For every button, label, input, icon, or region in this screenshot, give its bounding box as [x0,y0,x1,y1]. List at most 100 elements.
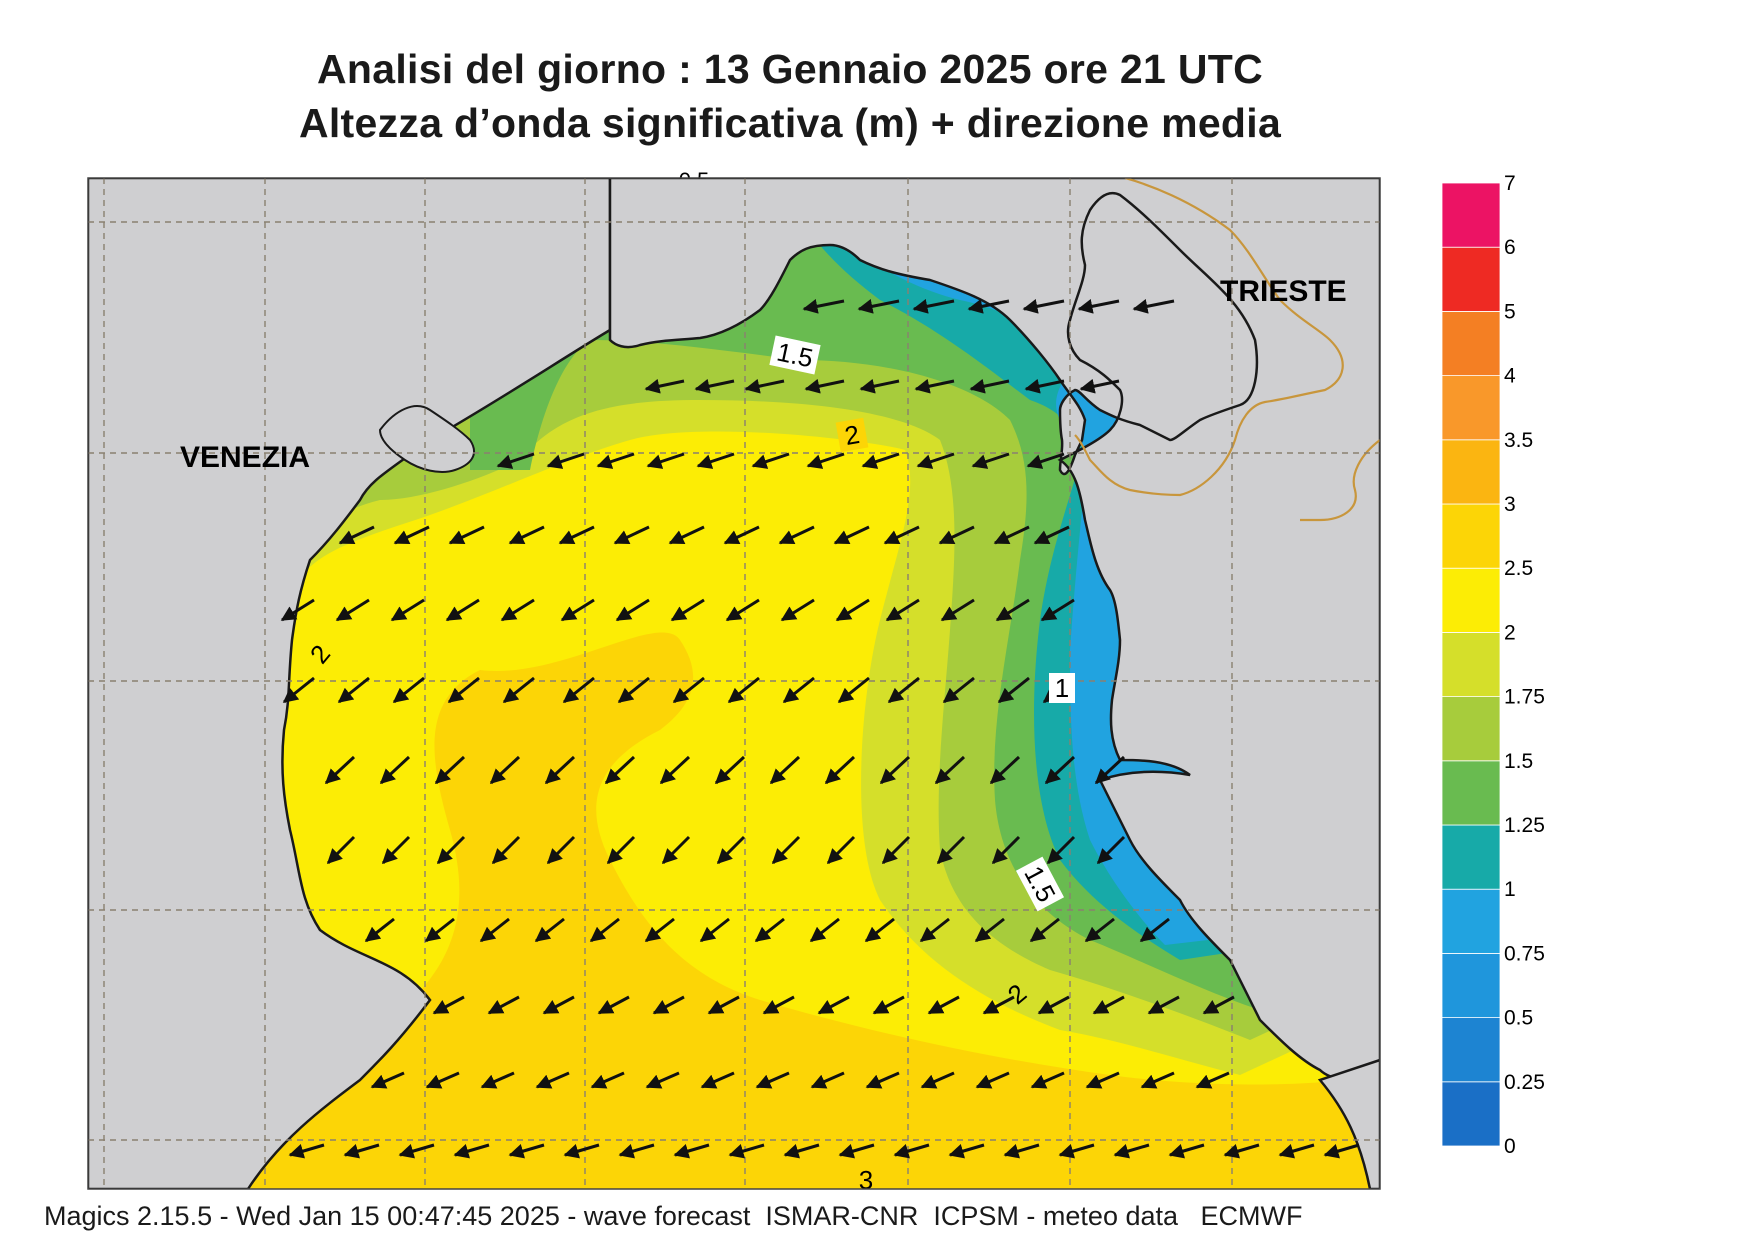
colorbar: 0 0.25 0.5 0.75 1 1.25 1.5 1.75 2 2.5 3 3.5 4 5 6 7 [1441,172,1545,1158]
wave-direction-arrow [806,452,845,469]
wave-direction-arrow [824,755,856,785]
wave-direction-arrow [1044,755,1076,785]
wave-direction-arrow [644,917,675,943]
wave-direction-arrow [1003,1143,1040,1159]
wave-direction-arrow [993,525,1030,545]
wave-direction-arrow [645,1071,680,1089]
wave-direction-arrow [857,298,900,314]
wave-direction-arrow [596,452,635,469]
wave-direction-arrow [432,995,465,1015]
wave-direction-arrow [398,1143,435,1159]
colorbar-tick-label: 1.5 [1504,750,1533,773]
colorbar-tick-label: 3 [1504,493,1516,516]
colorbar-swatch [1441,888,1501,954]
wave-direction-arrow [546,835,576,865]
wave-direction-arrow [542,995,575,1015]
colorbar-swatch [1441,760,1501,826]
wave-direction-arrow [1079,378,1120,394]
wave-direction-arrow [714,755,746,785]
wave-direction-arrow [912,298,955,314]
colorbar-swatch [1441,375,1501,441]
colorbar-tick-label: 4 [1504,365,1516,388]
wave-direction-arrow [754,917,785,943]
wave-direction-arrow [942,676,975,704]
colorbar-tick-label: 6 [1504,236,1516,259]
wave-direction-arrow [1168,1143,1205,1159]
map-subtitle: Altezza d’onda significativa (m) + direz… [298,100,1282,146]
wave-direction-arrow [864,917,895,943]
wave-direction-arrow [769,755,801,785]
wave-direction-arrow [837,676,870,704]
wave-direction-arrow [699,917,730,943]
wave-direction-arrow [434,755,466,785]
wave-direction-arrow [755,1071,790,1089]
land-friuli-istria [608,178,1380,1084]
wave-direction-arrow [919,917,950,943]
colorbar-swatch [1441,503,1501,569]
graticule [88,178,1380,1189]
regional-border-east [1300,439,1380,522]
wave-direction-arrow [364,917,395,943]
wave-direction-arrow [723,525,760,545]
wave-direction-arrow [1085,1071,1120,1089]
wave-direction-arrow [1096,835,1126,865]
wave-direction-arrow [563,1143,600,1159]
map-title: Analisi del giorno : 13 Gennaio 2025 ore… [317,46,1263,92]
wave-direction-arrow [500,598,535,622]
wave-direction-arrow [544,755,576,785]
colorbar-swatch [1441,1017,1501,1083]
wave-direction-arrow [1037,995,1070,1015]
wave-direction-arrow [914,378,955,394]
wave-direction-arrow [1278,1143,1315,1159]
wave-direction-arrow [644,378,685,394]
wave-direction-arrow [920,1071,955,1089]
wave-direction-arrow [562,676,595,704]
wave-direction-arrow [479,917,510,943]
wave-direction-arrow [1058,1143,1095,1159]
wave-direction-arrow [343,1143,380,1159]
wave-direction-arrow [872,995,905,1015]
contour-label-1.5-north: 1.5 [774,337,816,374]
wave-direction-arrow [826,835,856,865]
wave-direction-arrow [489,755,521,785]
wave-direction-arrow [728,1143,765,1159]
wave-direction-arrow [971,452,1010,469]
wave-direction-arrow [282,676,315,704]
wave-direction-arrow [392,676,425,704]
wave-direction-arrow [916,452,955,469]
wave-direction-arrow [991,835,1021,865]
colorbar-swatch [1441,439,1501,505]
wave-direction-arrow [893,1143,930,1159]
wave-direction-arrow [496,452,535,469]
city-label-trieste: TRIESTE [1220,275,1347,308]
colorbar-tick-label: 2 [1504,621,1516,644]
wave-direction-arrow [833,525,870,545]
wave-direction-arrow [938,525,975,545]
contour-label-3-south: 3 [859,1165,873,1195]
wave-direction-arrow [809,917,840,943]
wave-direction-arrow [694,378,735,394]
wave-direction-arrow [804,378,845,394]
wave-direction-arrow [606,835,636,865]
wave-direction-arrow [725,598,760,622]
wave-direction-arrow [558,525,595,545]
wave-direction-arrow [927,995,960,1015]
wave-direction-arrow [280,598,315,622]
wave-direction-arrow [453,1143,490,1159]
colorbar-swatch [1441,310,1501,376]
wave-direction-arrow [491,835,521,865]
wave-direction-arrow [424,917,455,943]
wave-direction-arrow [716,835,746,865]
colorbar-tick-label: 1.25 [1504,814,1545,837]
wave-direction-arrow [1022,298,1065,314]
wave-direction-arrow [338,525,375,545]
colorbar-tick-label: 1.75 [1504,686,1545,709]
wave-direction-arrow [1029,917,1060,943]
contour-label-1-east: 1 [1055,673,1069,703]
wave-direction-arrow [865,1071,900,1089]
wave-direction-arrow [560,598,595,622]
wave-direction-arrow [838,1143,875,1159]
colorbar-tick-label: 3.5 [1504,429,1533,452]
colorbar-swatch [1441,1081,1501,1147]
wave-direction-arrow [1195,1071,1230,1089]
